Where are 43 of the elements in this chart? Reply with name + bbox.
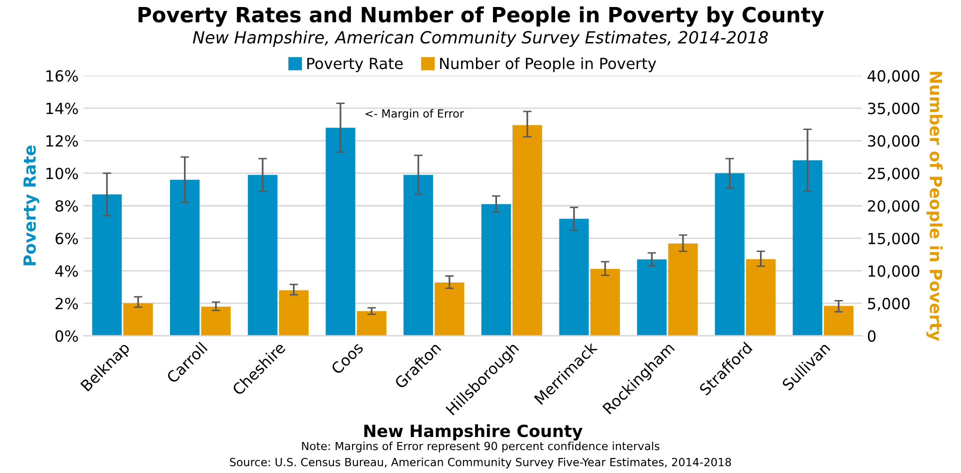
chart-subtitle: New Hampshire, American Community Survey Estimates, 2014-2018 — [192, 30, 768, 47]
bar — [746, 259, 776, 336]
y-tick-label: 2% — [56, 298, 78, 310]
y-tick-label: 16% — [46, 70, 78, 82]
y-tick-label: 12% — [46, 135, 78, 147]
annotation: <- Margin of Error — [366, 109, 464, 120]
y-tick-label: 8% — [56, 200, 78, 212]
y2-axis-title: Number of People in Poverty — [926, 72, 943, 341]
y2-tick-label: 30,000 — [868, 135, 920, 148]
bar — [123, 303, 153, 336]
bar — [170, 180, 200, 336]
x-axis-title: New Hampshire County — [364, 424, 583, 441]
bar — [792, 160, 822, 336]
bar — [714, 173, 744, 336]
source-note: Source: U.S. Census Bureau, American Community Survey Five-Year Estimates, 2014-2018 — [230, 458, 731, 468]
y-tick-label: 6% — [56, 232, 78, 244]
y2-tick-label: 5,000 — [868, 298, 910, 311]
bar — [356, 311, 386, 336]
text: Note: Margins of Error represent 90 percent confidence intervals — [302, 442, 660, 452]
bar — [248, 174, 278, 336]
legend-label: Poverty Rate — [307, 58, 403, 72]
bar — [92, 194, 122, 336]
y-tick-label: 0% — [56, 330, 78, 342]
bar — [512, 125, 542, 336]
y2-tick-label: 15,000 — [868, 232, 920, 246]
bar — [201, 306, 231, 336]
y-tick-label: 4% — [55, 265, 78, 277]
bar — [404, 174, 434, 336]
y2-tick-label: 25,000 — [868, 168, 920, 181]
bar — [824, 306, 854, 336]
y-axis-title: Poverty Rate — [23, 146, 40, 266]
bar — [326, 128, 356, 336]
bar — [278, 290, 309, 336]
legend-label: Number of People in Poverty — [440, 57, 656, 72]
y-tick-label: 10% — [46, 168, 78, 180]
y-tick-label: 14% — [46, 102, 78, 114]
y2-tick-label: 10,000 — [868, 265, 920, 278]
y2-tick-label: 0 — [868, 330, 876, 342]
chart-title: Poverty Rates and Number of People in Poverty by County — [138, 6, 824, 27]
y2-tick-label: 40,000 — [868, 70, 920, 84]
bar — [481, 204, 511, 336]
y2-tick-label: 35,000 — [868, 102, 920, 116]
y2-tick-label: 20,000 — [868, 200, 920, 214]
